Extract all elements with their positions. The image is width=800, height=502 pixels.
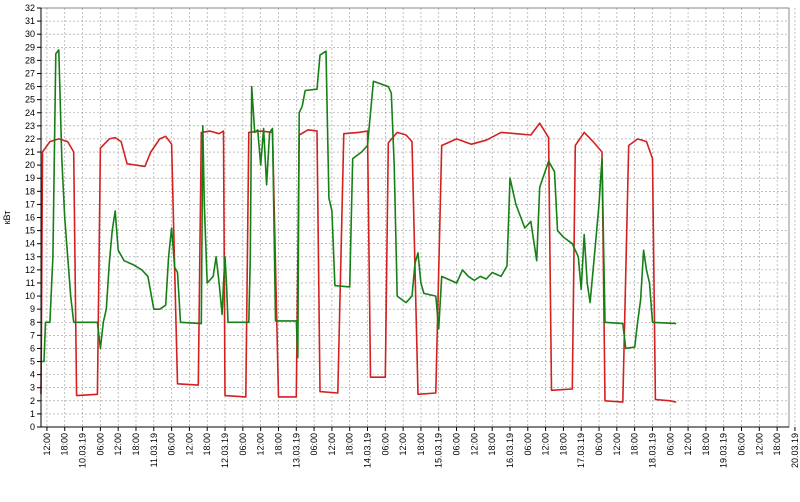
x-tick-label: 12:00 [113,433,123,456]
series-line-red [40,122,677,403]
y-tick-label: 1 [30,409,35,419]
x-tick-label: 06:00 [238,433,248,456]
y-tick-label: 7 [30,330,35,340]
y-tick-label: 26 [25,82,35,92]
x-tick-label: 18:00 [131,433,141,456]
x-tick-label: 06:00 [665,433,675,456]
grid [41,7,796,428]
x-tick-label: 12:00 [398,433,408,456]
x-tick-label: 06:00 [309,433,319,456]
x-tick-label: 06:00 [523,433,533,456]
y-tick-label: 6 [30,343,35,353]
x-tick-label: 12:00 [754,433,764,456]
y-axis-label: кВт [2,211,12,225]
x-tick-label: 16.03.19 [505,433,515,468]
y-tick-label: 5 [30,357,35,367]
x-tick-label: 12:00 [327,433,337,456]
y-tick-label: 28 [25,55,35,65]
series-layer [40,49,677,403]
y-tick-label: 15 [25,226,35,236]
y-tick-label: 9 [30,304,35,314]
y-axis: 0123456789101112131415161718192021222324… [25,3,41,432]
y-tick-label: 23 [25,121,35,131]
y-tick-label: 17 [25,199,35,209]
y-tick-label: 14 [25,239,35,249]
x-tick-label: 06:00 [167,433,177,456]
x-tick-label: 18:00 [60,433,70,456]
x-tick-label: 12:00 [683,433,693,456]
y-tick-label: 19 [25,173,35,183]
x-tick-label: 18:00 [273,433,283,456]
x-tick-label: 12:00 [541,433,551,456]
x-tick-label: 06:00 [452,433,462,456]
x-tick-label: 18:00 [487,433,497,456]
y-tick-label: 29 [25,42,35,52]
y-tick-label: 22 [25,134,35,144]
y-tick-label: 0 [30,422,35,432]
x-tick-label: 06:00 [380,433,390,456]
x-tick-label: 12.03.19 [220,433,230,468]
x-axis: 12:00 18:00 10.03.19 06:00 12:00 18:00 11.03.1… [42,427,800,468]
y-tick-label: 2 [30,396,35,406]
y-tick-label: 8 [30,317,35,327]
x-tick-label: 06:00 [594,433,604,456]
x-tick-label: 13.03.19 [291,433,301,468]
x-tick-label: 18:00 [630,433,640,456]
y-tick-label: 30 [25,29,35,39]
x-tick-label: 15.03.19 [434,433,444,468]
y-tick-label: 32 [25,3,35,13]
x-tick-label: 12:00 [612,433,622,456]
y-tick-label: 31 [25,16,35,26]
x-tick-label: 14.03.19 [363,433,373,468]
x-tick-label: 18:00 [345,433,355,456]
x-tick-label: 18:00 [416,433,426,456]
y-tick-label: 16 [25,213,35,223]
y-tick-label: 13 [25,252,35,262]
x-tick-label: 06:00 [737,433,747,456]
x-tick-label: 18:00 [701,433,711,456]
y-tick-label: 25 [25,95,35,105]
x-tick-label: 12:00 [184,433,194,456]
x-tick-label: 12:00 [42,433,52,456]
x-tick-label: 06:00 [95,433,105,456]
y-tick-label: 27 [25,68,35,78]
y-tick-label: 12 [25,265,35,275]
y-tick-label: 21 [25,147,35,157]
series-line-green [41,49,677,363]
y-tick-label: 20 [25,160,35,170]
x-tick-label: 18:00 [772,433,782,456]
x-tick-label: 19.03.19 [719,433,729,468]
x-tick-label: 11.03.19 [149,433,159,467]
x-tick-label: 20.03.19 [790,433,800,468]
x-tick-label: 18:00 [202,433,212,456]
x-tick-label: 12:00 [256,433,266,456]
x-tick-label: 18:00 [558,433,568,456]
y-tick-label: 4 [30,370,35,380]
y-tick-label: 3 [30,383,35,393]
y-tick-label: 18 [25,186,35,196]
x-tick-label: 10.03.19 [78,433,88,468]
y-tick-label: 10 [25,291,35,301]
x-tick-label: 12:00 [469,433,479,456]
y-tick-label: 11 [26,278,35,288]
x-tick-label: 17.03.19 [576,433,586,468]
y-tick-label: 24 [25,108,35,118]
x-tick-label: 18.03.19 [647,433,657,468]
